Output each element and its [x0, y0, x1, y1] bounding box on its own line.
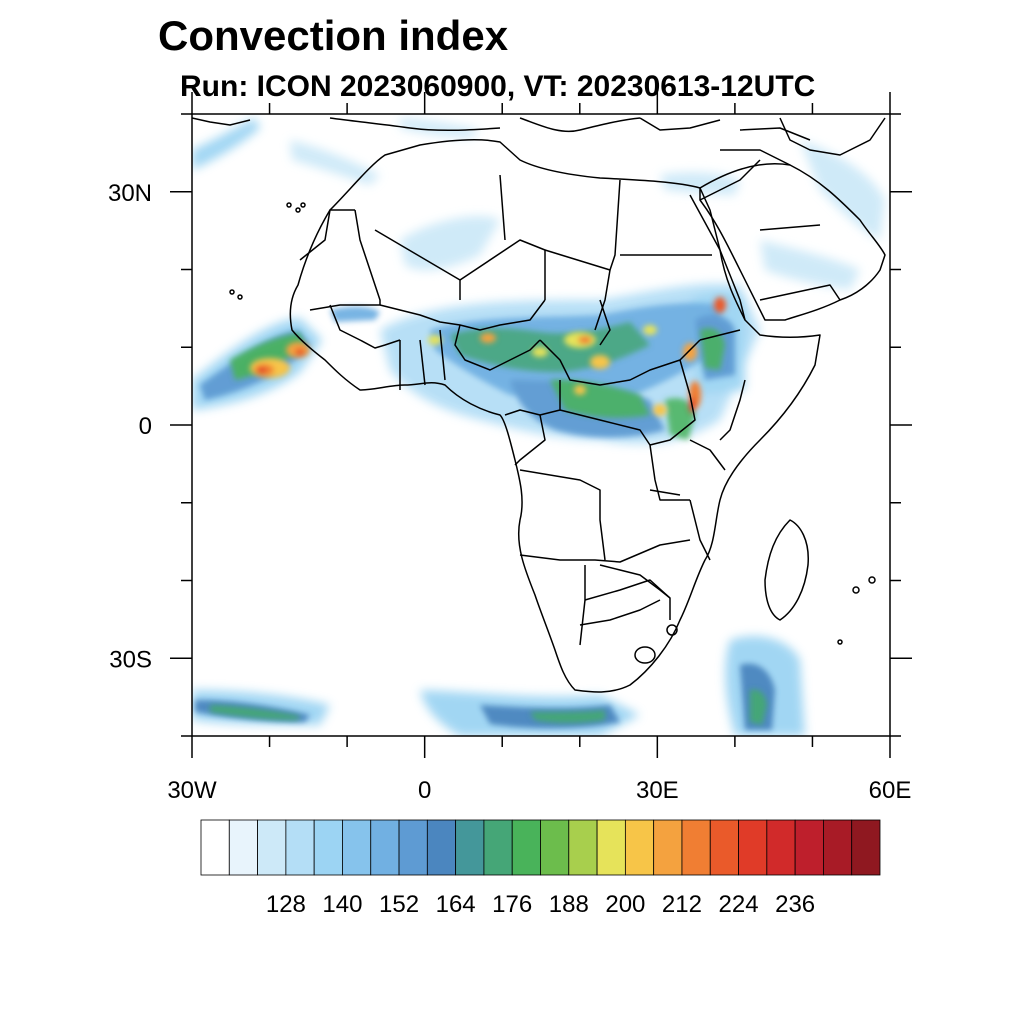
colorbar-swatch	[285, 819, 315, 876]
colorbar-label: 236	[775, 891, 815, 918]
lon-tick-label: 30E	[636, 777, 679, 804]
colorbar-swatch	[709, 819, 739, 876]
colorbar-swatch	[313, 819, 343, 876]
colorbar-swatch	[823, 819, 853, 876]
colorbar-swatch	[681, 819, 711, 876]
colorbar-swatch	[200, 819, 230, 876]
colorbar-label: 212	[662, 891, 702, 918]
colorbar-swatch	[483, 819, 513, 876]
colorbar-swatch	[568, 819, 598, 876]
country-borders	[192, 117, 886, 693]
colorbar-swatch	[342, 819, 372, 876]
colorbar-swatch	[624, 819, 655, 876]
lat-tick-label: 30S	[109, 646, 152, 673]
map-axes: 30W 0 30E 60E 30N 0 30S	[108, 92, 912, 804]
lon-tick-label: 30W	[167, 777, 217, 804]
lon-tick-label: 0	[418, 777, 431, 804]
colorbar-label: 140	[322, 891, 362, 918]
colorbar-label: 200	[605, 891, 645, 918]
colorbar-label: 224	[719, 891, 759, 918]
colorbar-swatch	[511, 819, 541, 876]
colorbar-swatch	[455, 819, 485, 876]
chart-subtitle: Run: ICON 2023060900, VT: 20230613-12UTC	[180, 70, 816, 103]
colorbar-swatch	[794, 819, 824, 876]
colorbar: 128 140 152 164 176 188 200 212 224 236	[200, 819, 881, 918]
colorbar-swatch	[257, 819, 287, 876]
colorbar-label: 128	[266, 891, 306, 918]
colorbar-swatch	[653, 819, 683, 876]
lat-tick-label: 30N	[108, 180, 152, 207]
lat-tick-label: 0	[139, 413, 152, 440]
colorbar-swatch	[596, 819, 626, 876]
colorbar-swatch	[738, 819, 768, 876]
colorbar-swatch	[426, 819, 457, 876]
colorbar-swatch	[228, 819, 258, 876]
colorbar-label: 152	[379, 891, 419, 918]
colorbar-swatch	[766, 819, 796, 876]
colorbar-label: 164	[436, 891, 476, 918]
colorbar-swatch	[851, 819, 881, 876]
lon-tick-label: 60E	[869, 777, 912, 804]
convection-field	[192, 118, 885, 736]
colorbar-swatch	[540, 819, 570, 876]
chart-title: Convection index	[158, 12, 509, 59]
colorbar-label: 188	[549, 891, 589, 918]
colorbar-swatch	[398, 819, 428, 876]
colorbar-label: 176	[492, 891, 532, 918]
colorbar-swatch	[370, 819, 400, 876]
